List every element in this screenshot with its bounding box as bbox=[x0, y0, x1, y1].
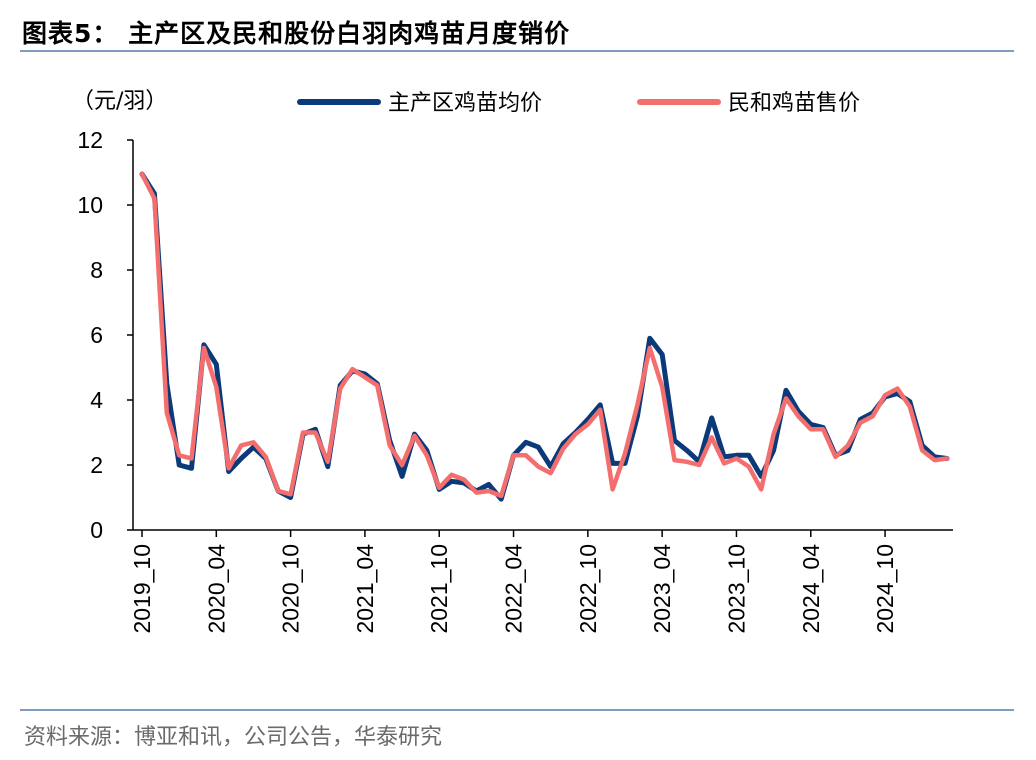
x-tick-label: 2021_10 bbox=[426, 544, 452, 634]
x-tick-label: 2020_10 bbox=[278, 544, 304, 634]
y-tick-label: 4 bbox=[90, 387, 103, 413]
x-tick-label: 2024_10 bbox=[872, 544, 898, 634]
y-tick-label: 6 bbox=[90, 322, 103, 348]
legend-label: 民和鸡苗售价 bbox=[728, 91, 860, 116]
axes: 0 2 4 6 8 10 12 2019_10 2020_04 2020_10 2021_04 202… bbox=[77, 127, 953, 634]
y-tick-label: 8 bbox=[90, 257, 103, 283]
series-layer bbox=[139, 171, 950, 502]
y-unit-label: （元/羽） bbox=[72, 89, 167, 114]
x-tick-label: 2022_04 bbox=[501, 544, 527, 634]
x-tick-label: 2019_10 bbox=[129, 544, 155, 634]
x-tick-label: 2021_04 bbox=[352, 544, 378, 634]
y-tick-label: 0 bbox=[90, 517, 103, 543]
chart-area: （元/羽） 主产区鸡苗均价 民和鸡苗售价 0 2 4 6 8 10 12 2019_10 2020… bbox=[72, 89, 953, 634]
legend-label: 主产区鸡苗均价 bbox=[388, 91, 542, 116]
legend: 主产区鸡苗均价 民和鸡苗售价 bbox=[297, 91, 860, 116]
x-tick-label: 2022_10 bbox=[575, 544, 601, 634]
bottom-divider bbox=[20, 709, 1014, 711]
x-tick-label: 2024_04 bbox=[798, 544, 824, 634]
top-divider bbox=[20, 50, 1014, 52]
source-note: 资料来源：博亚和讯，公司公告，华泰研究 bbox=[24, 725, 443, 750]
chart-title: 图表5： 主产区及民和股份白羽肉鸡苗月度销价 bbox=[22, 19, 571, 48]
x-tick-label: 2023_10 bbox=[723, 544, 749, 634]
series-line-minhe bbox=[139, 171, 950, 499]
x-tick-label: 2023_04 bbox=[649, 544, 675, 634]
y-tick-label: 10 bbox=[77, 192, 103, 218]
y-tick-label: 2 bbox=[90, 452, 103, 478]
x-tick-label: 2020_04 bbox=[203, 544, 229, 634]
y-tick-label: 12 bbox=[77, 127, 103, 153]
